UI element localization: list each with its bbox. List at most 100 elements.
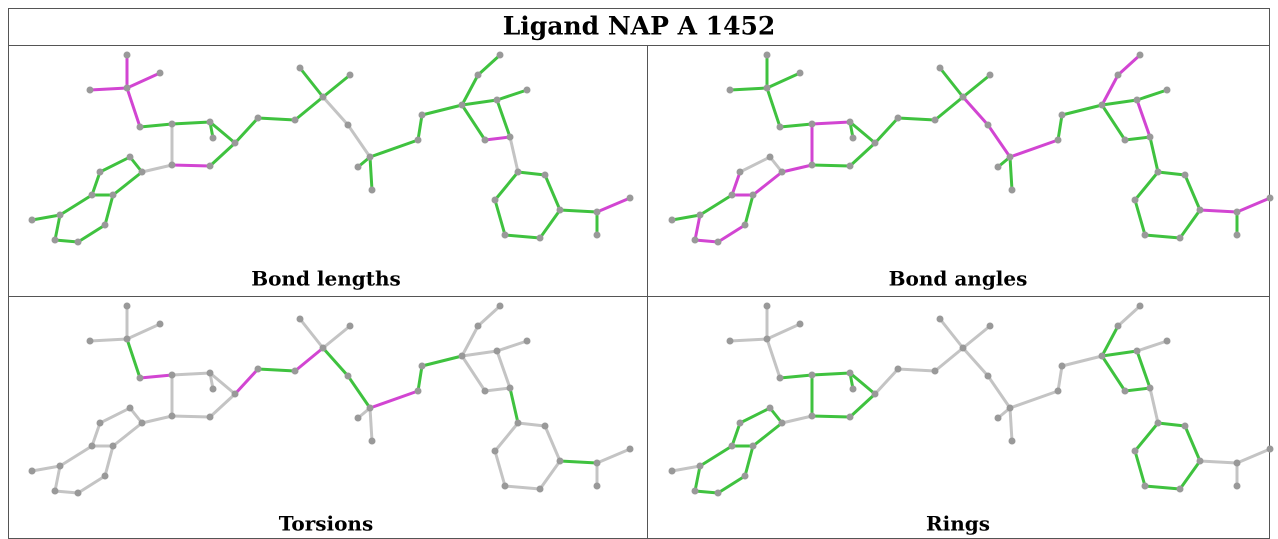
atom: [750, 192, 757, 199]
atom: [960, 345, 967, 352]
bond: [348, 376, 370, 408]
atom: [482, 137, 489, 144]
bond: [92, 423, 100, 446]
bond: [597, 198, 630, 212]
bond: [963, 75, 990, 97]
atom: [89, 443, 96, 450]
atom: [729, 443, 736, 450]
atom: [1234, 232, 1241, 239]
atom: [207, 163, 214, 170]
atom: [850, 135, 857, 142]
atom: [1164, 87, 1171, 94]
atom: [297, 316, 304, 323]
atom: [1059, 363, 1066, 370]
atom: [475, 323, 482, 330]
bond: [323, 97, 348, 125]
atom: [627, 195, 634, 202]
bond: [988, 125, 1010, 157]
atom: [764, 336, 771, 343]
bond: [127, 73, 160, 88]
atom: [847, 414, 854, 421]
atom: [850, 386, 857, 393]
bond: [497, 100, 510, 137]
bond: [113, 172, 142, 195]
atom: [1234, 460, 1241, 467]
atom: [1009, 187, 1016, 194]
bond: [422, 105, 462, 115]
bond: [60, 446, 92, 466]
atom: [847, 163, 854, 170]
bond: [210, 143, 235, 166]
bond: [495, 172, 518, 200]
bond: [540, 210, 560, 238]
atom: [57, 212, 64, 219]
page: Ligand NAP A 1452 Bond lengths Bond angl…: [0, 0, 1278, 539]
atom: [29, 468, 36, 475]
bond: [370, 408, 372, 441]
ligand-table: Ligand NAP A 1452 Bond lengths Bond angl…: [0, 0, 1278, 539]
bond: [418, 366, 422, 391]
atom: [369, 187, 376, 194]
table-border: [9, 9, 1270, 539]
atom: [97, 420, 104, 427]
atom: [542, 172, 549, 179]
atom: [727, 87, 734, 94]
bond: [1010, 157, 1012, 190]
bond: [1137, 341, 1167, 351]
bond: [32, 466, 60, 471]
atom: [1115, 72, 1122, 79]
atom: [777, 124, 784, 131]
bond: [172, 373, 210, 375]
bond: [812, 122, 850, 124]
atom: [1137, 52, 1144, 59]
bond: [875, 369, 898, 394]
atom: [87, 338, 94, 345]
atom: [1059, 112, 1066, 119]
atom: [809, 413, 816, 420]
atom: [932, 117, 939, 124]
bond: [732, 172, 740, 195]
atom: [1234, 209, 1241, 216]
bond: [478, 306, 500, 326]
atom: [779, 420, 786, 427]
atom: [1134, 97, 1141, 104]
bond: [940, 319, 963, 348]
bond: [422, 356, 462, 366]
bond: [812, 165, 850, 166]
atom: [419, 112, 426, 119]
bond: [850, 394, 875, 417]
atom: [985, 373, 992, 380]
atom: [169, 413, 176, 420]
atom: [502, 483, 509, 490]
atom: [1132, 197, 1139, 204]
atom: [669, 468, 676, 475]
bond: [1137, 351, 1150, 388]
bond: [1185, 175, 1200, 210]
atom: [210, 386, 217, 393]
bond: [718, 476, 745, 493]
bond: [142, 416, 172, 423]
bond: [767, 73, 800, 88]
bond: [540, 461, 560, 489]
atom: [737, 169, 744, 176]
bond: [1135, 172, 1158, 200]
bond: [495, 423, 518, 451]
bond: [1237, 449, 1270, 463]
bond: [258, 369, 295, 371]
bond: [510, 137, 518, 172]
bond: [597, 449, 630, 463]
bond: [497, 351, 510, 388]
atom: [669, 217, 676, 224]
bond: [295, 348, 323, 371]
bond: [718, 225, 745, 242]
atom: [895, 115, 902, 122]
atom: [1182, 172, 1189, 179]
bond: [740, 408, 770, 423]
atom: [232, 391, 239, 398]
bond: [323, 326, 350, 348]
bond: [1135, 200, 1145, 235]
atom: [697, 212, 704, 219]
bond: [518, 423, 545, 426]
bond: [767, 88, 780, 127]
atom: [124, 85, 131, 92]
